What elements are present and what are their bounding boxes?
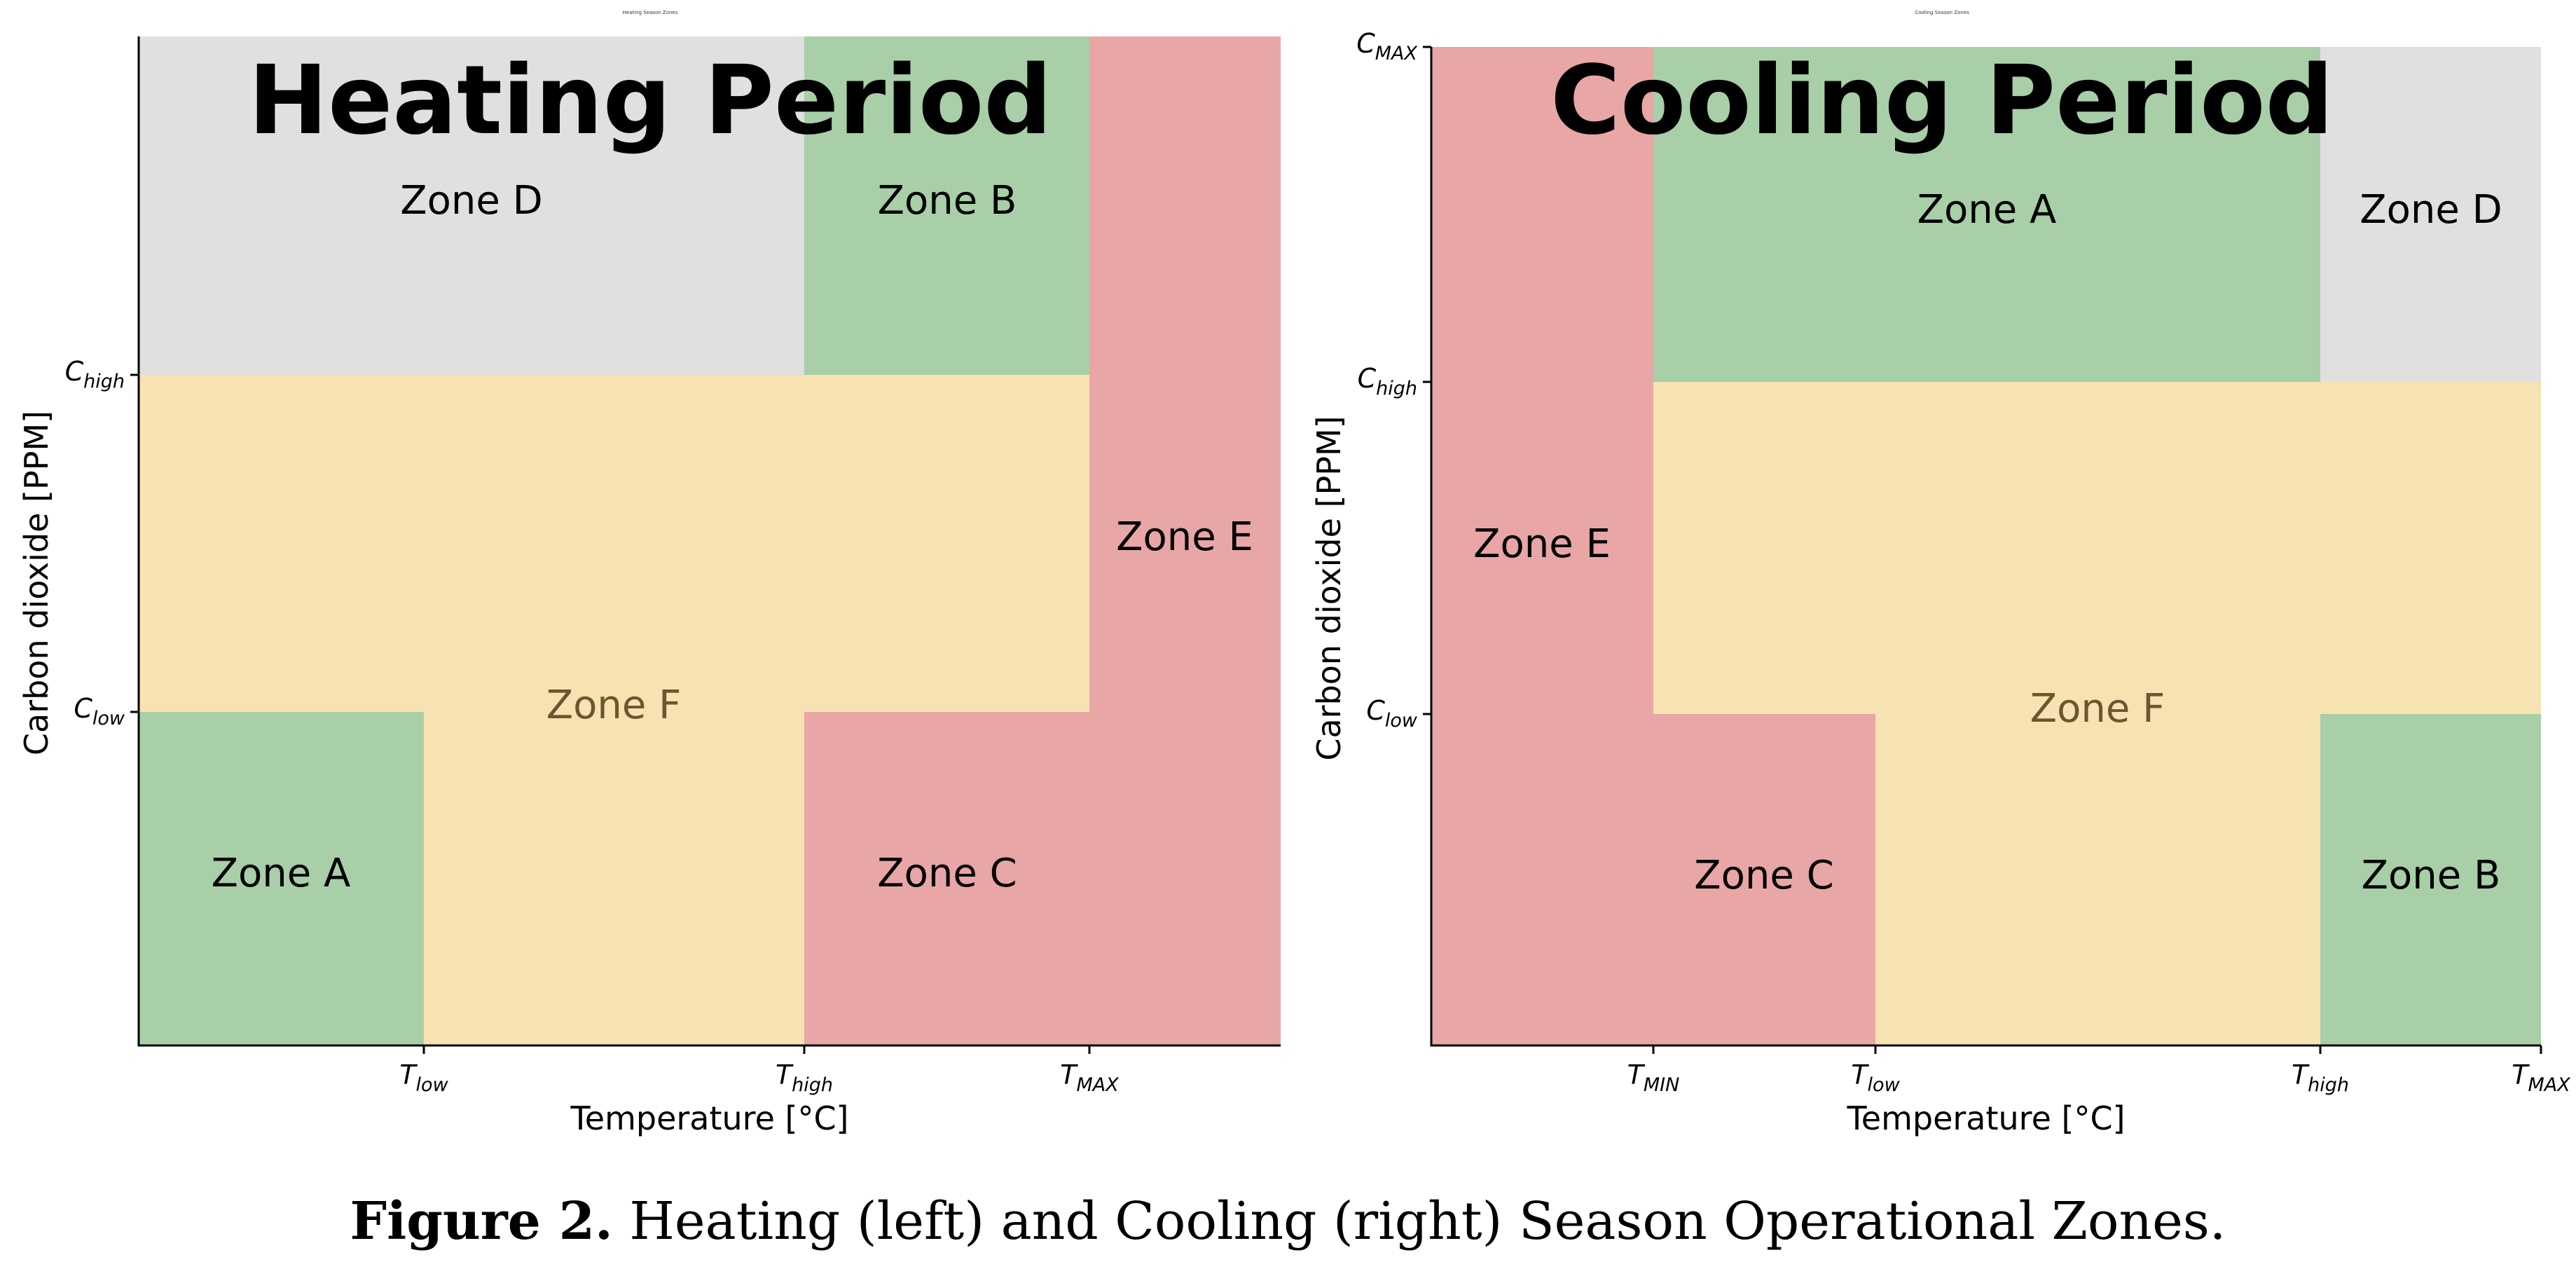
- heating-x-tick-label: Thigh: [776, 1059, 833, 1096]
- cooling-zone-f-region: [1653, 382, 2541, 1045]
- cooling-zone-d-region: [2320, 47, 2541, 382]
- heating-zone-b-region: [804, 36, 1089, 375]
- heating-zone-a-region: [139, 712, 424, 1045]
- cooling-y-tick-label: CMAX: [1356, 28, 1417, 64]
- cooling-zone-c-region: [1653, 714, 1875, 1045]
- heating-y-tick-label: Chigh: [65, 356, 125, 392]
- heating-zone-d-label: Zone D: [400, 178, 543, 224]
- figure-caption: Figure 2. Heating (left) and Cooling (ri…: [0, 1191, 2576, 1251]
- cooling-y-tick-label: Chigh: [1358, 363, 1417, 399]
- heating-zone-e-region: [1089, 36, 1281, 1045]
- cooling-zone-d-label: Zone D: [2360, 187, 2502, 233]
- cooling-y-axis-label: Carbon dioxide [PPM]: [1310, 416, 1348, 760]
- heating-x-tick-label: TMAX: [1060, 1059, 1119, 1096]
- heating-axes-title: Heating Season Zones: [623, 10, 678, 15]
- heating-big-title: Heating Period: [248, 46, 1052, 156]
- heating-zone-c-label: Zone C: [877, 851, 1017, 896]
- cooling-zone-b-label: Zone B: [2362, 853, 2501, 898]
- cooling-axes: [1430, 47, 2541, 1047]
- heating-zone-c-region: [804, 712, 1089, 1045]
- heating-zone-b-label: Zone B: [878, 178, 1017, 224]
- cooling-x-tick-label: Tlow: [1851, 1059, 1900, 1096]
- cooling-zone-a-region: [1653, 47, 2320, 382]
- heating-x-axis-label: Temperature [°C]: [570, 1099, 848, 1137]
- caption-text: Heating (left) and Cooling (right) Seaso…: [612, 1191, 2226, 1251]
- cooling-x-tick-label: Thigh: [2292, 1059, 2349, 1096]
- cooling-zone-e-label: Zone E: [1473, 521, 1611, 567]
- cooling-zone-e-region: [1431, 47, 1653, 1045]
- cooling-x-axis-label: Temperature [°C]: [1846, 1099, 2125, 1137]
- cooling-zone-b-region: [2320, 714, 2541, 1045]
- heating-zone-f-label: Zone F: [546, 682, 682, 728]
- heating-zone-a-label: Zone A: [212, 851, 351, 896]
- cooling-panel: Zone E Zone A Zone D Zone F Zone C Zone B TMIN…: [1310, 10, 2570, 1137]
- caption-label: Figure 2.: [350, 1191, 613, 1251]
- heating-zone-f-region: [139, 375, 1089, 1045]
- heating-panel: Zone D Zone B Zone E Zone F Zone A Zone C Tlow…: [18, 10, 1281, 1137]
- heating-zone-e-label: Zone E: [1116, 514, 1253, 560]
- cooling-axes-title: Cooling Season Zones: [1915, 10, 1969, 15]
- heating-zone-d-region: [139, 36, 804, 375]
- cooling-zone-c-label: Zone C: [1694, 853, 1833, 898]
- heating-y-axis-label: Carbon dioxide [PPM]: [18, 411, 55, 755]
- cooling-zone-a-label: Zone A: [1917, 187, 2057, 233]
- cooling-x-tick-label: TMAX: [2512, 1059, 2570, 1096]
- heating-axes: [137, 36, 1281, 1047]
- heating-y-tick-label: Clow: [74, 693, 125, 729]
- cooling-y-tick-label: Clow: [1366, 695, 1418, 732]
- cooling-big-title: Cooling Period: [1550, 46, 2334, 156]
- heating-x-tick-label: Tlow: [399, 1059, 448, 1096]
- cooling-zone-f-label: Zone F: [2030, 686, 2165, 732]
- cooling-x-tick-label: TMIN: [1627, 1059, 1680, 1096]
